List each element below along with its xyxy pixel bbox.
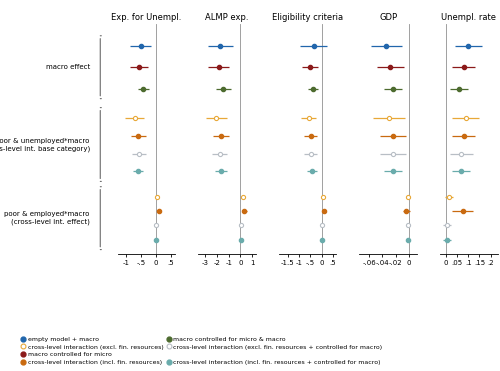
Text: poor & employed*macro
(cross-level int. effect): poor & employed*macro (cross-level int. … [4,211,90,225]
Text: poor & unemployed*macro
(cross-level int. base category): poor & unemployed*macro (cross-level int… [0,138,90,151]
Title: Exp. for Unempl.: Exp. for Unempl. [111,13,182,22]
Title: Unempl. rate: Unempl. rate [441,13,496,22]
Legend: empty model + macro, cross-level interaction (excl. fin. resources), macro contr: empty model + macro, cross-level interac… [18,334,385,368]
Text: macro effect: macro effect [46,64,90,70]
Title: ALMP exp.: ALMP exp. [205,13,248,22]
Title: GDP: GDP [379,13,397,22]
Title: Eligibility criteria: Eligibility criteria [272,13,343,22]
